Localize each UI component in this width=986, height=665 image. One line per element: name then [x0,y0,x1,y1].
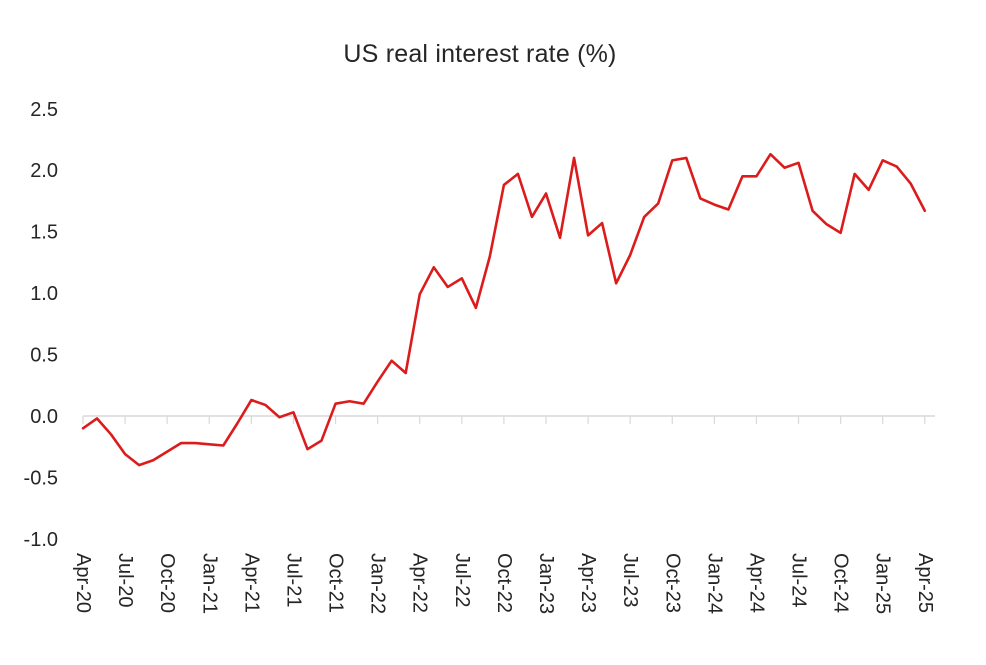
chart-title: US real interest rate (%) [343,40,617,68]
x-axis-label: Oct-22 [493,553,515,613]
x-axis-label: Jan-21 [198,553,220,614]
x-axis-label: Jul-21 [282,553,304,607]
y-axis-label: 1.0 [30,283,58,305]
x-axis-label: Apr-25 [914,553,936,613]
series-line [81,152,927,467]
x-axis-label: Jan-24 [703,553,725,614]
x-axis-label: Apr-21 [240,553,262,613]
y-axis-label: 2.5 [30,99,58,121]
x-axis-label: Jul-24 [788,553,810,607]
x-axis-label: Apr-20 [72,553,94,613]
y-axis-label: -0.5 [24,467,58,489]
x-axis-label: Apr-23 [577,553,599,613]
y-axis-label: 0.5 [30,345,58,367]
x-axis-label: Oct-20 [156,553,178,613]
x-axis-label: Oct-23 [661,553,683,613]
y-axis-label: 2.0 [30,160,58,182]
x-axis-label: Oct-24 [830,553,852,613]
y-axis-label: 1.5 [30,222,58,244]
x-axis-label: Jan-25 [872,553,894,614]
x-axis-label: Jul-20 [114,553,136,607]
x-axis-label: Jul-22 [451,553,473,607]
x-axis-label: Apr-22 [409,553,431,613]
x-axis-label: Apr-24 [745,553,767,613]
x-axis-label: Oct-21 [325,553,347,613]
y-axis-label: 0.0 [30,406,58,428]
x-axis-label: Jan-22 [367,553,389,614]
x-axis-label: Jan-23 [535,553,557,614]
x-axis-label: Jul-23 [619,553,641,607]
y-axis-label: -1.0 [24,529,58,551]
